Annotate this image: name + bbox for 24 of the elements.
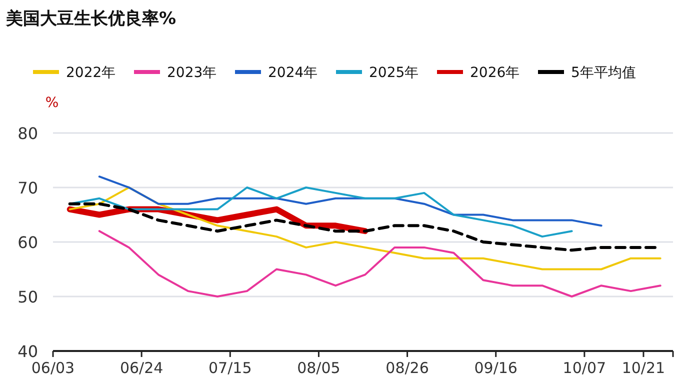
legend-label: 2023年 bbox=[167, 65, 217, 81]
legend-label: 2026年 bbox=[470, 65, 520, 81]
y-axis-title: % bbox=[45, 95, 59, 111]
line-series bbox=[98, 176, 602, 227]
legend-label: 2025年 bbox=[369, 65, 419, 81]
x-tick-label: 08/05 bbox=[297, 359, 340, 377]
x-tick-label: 07/15 bbox=[208, 359, 252, 377]
x-tick-label: 09/16 bbox=[474, 359, 518, 377]
y-tick-label: 50 bbox=[18, 288, 38, 306]
y-tick-label: 60 bbox=[18, 233, 38, 252]
x-tick-label: 08/26 bbox=[386, 359, 429, 377]
legend-label: 2024年 bbox=[268, 65, 318, 81]
x-tick-label: 06/24 bbox=[120, 359, 164, 377]
legend-label: 2022年 bbox=[66, 65, 116, 81]
chart-title: 美国大豆生长优良率% bbox=[5, 9, 176, 29]
legend-label: 5年平均值 bbox=[571, 65, 636, 81]
line-series bbox=[98, 230, 662, 298]
x-tick-label: 06/03 bbox=[31, 359, 75, 377]
x-tick-label: 10/07 bbox=[562, 359, 606, 377]
y-tick-label: 80 bbox=[18, 124, 38, 143]
y-tick-label: 70 bbox=[18, 178, 38, 198]
x-tick-label: 10/21 bbox=[622, 359, 666, 377]
y-tick-label: 40 bbox=[18, 342, 38, 361]
line-series bbox=[68, 186, 662, 270]
